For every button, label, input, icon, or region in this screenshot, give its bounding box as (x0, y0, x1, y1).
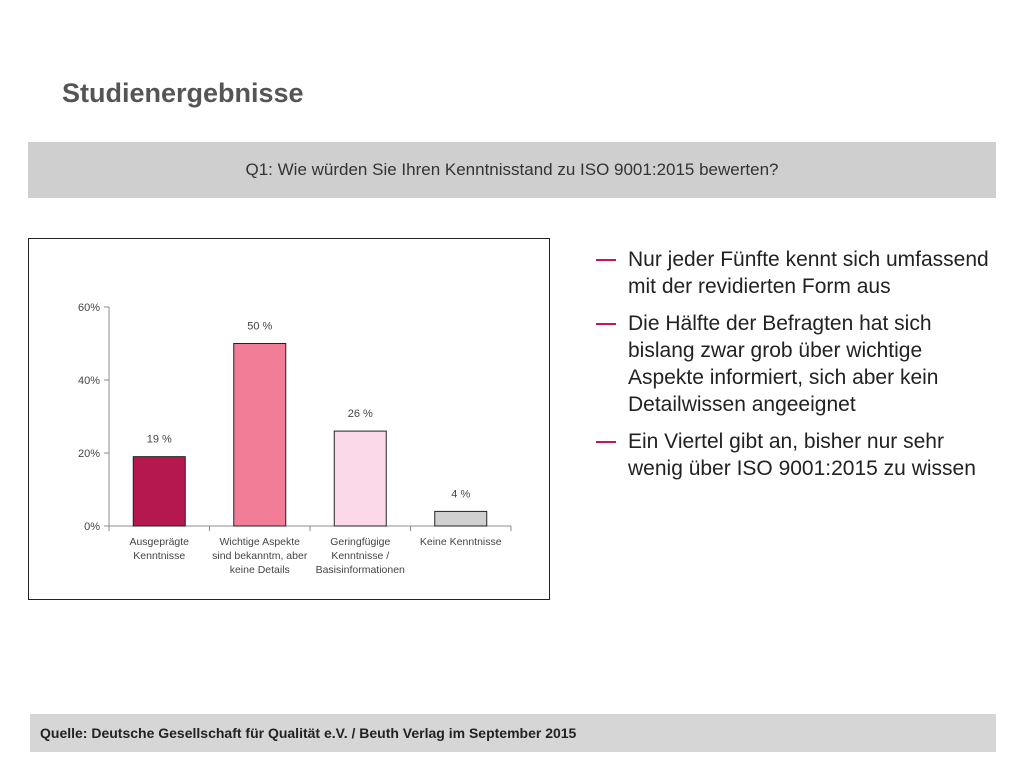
x-category-label: keine Details (230, 564, 290, 576)
bar (233, 343, 287, 527)
x-category-label: Basisinformationen (316, 564, 405, 576)
question-text: Q1: Wie würden Sie Ihren Kenntnisstand z… (245, 160, 779, 179)
bullet-dash-icon (596, 441, 616, 443)
bar (132, 456, 186, 527)
finding-item: Die Hälfte der Befragten hat sich bislan… (596, 310, 996, 418)
finding-item: Ein Viertel gibt an, bisher nur sehr wen… (596, 428, 996, 482)
x-category-label: Kenntnisse (133, 550, 185, 562)
x-category-label: Kenntnisse / (331, 550, 389, 562)
bullet-dash-icon (596, 259, 616, 261)
y-tick-label: 40% (78, 375, 100, 387)
y-tick-label: 0% (84, 521, 100, 533)
finding-text: Die Hälfte der Befragten hat sich bislan… (628, 312, 939, 416)
x-category-label: Geringfügige (330, 536, 390, 548)
bar-value-label: 50 % (247, 321, 272, 333)
x-category-label: Keine Kenntnisse (420, 536, 502, 548)
y-tick-label: 20% (78, 448, 100, 460)
source-text: Quelle: Deutsche Gesellschaft für Qualit… (40, 725, 577, 741)
y-tick-label: 60% (78, 302, 100, 314)
findings-list: Nur jeder Fünfte kennt sich umfassend mi… (596, 246, 996, 492)
bar-chart: 0% 20% 40% 60% 19 % Ausgeprägte Kenntnisse 50 %… (78, 302, 512, 576)
bar-value-label: 19 % (147, 434, 172, 446)
x-category-label: sind bekanntm, aber (212, 550, 308, 562)
chart-panel: 0% 20% 40% 60% 19 % Ausgeprägte Kenntnisse 50 %… (28, 238, 550, 600)
bar (434, 510, 488, 527)
bar (333, 430, 387, 527)
bar-value-label: 26 % (348, 408, 373, 420)
bullet-dash-icon (596, 323, 616, 325)
finding-text: Ein Viertel gibt an, bisher nur sehr wen… (628, 430, 976, 480)
x-category-label: Ausgeprägte (129, 536, 189, 548)
page-title: Studienergebnisse (62, 78, 304, 108)
finding-text: Nur jeder Fünfte kennt sich umfassend mi… (628, 248, 989, 298)
x-category-label: Wichtige Aspekte (219, 536, 300, 548)
source-footer: Quelle: Deutsche Gesellschaft für Qualit… (30, 714, 996, 752)
question-banner: Q1: Wie würden Sie Ihren Kenntnisstand z… (28, 142, 996, 198)
finding-item: Nur jeder Fünfte kennt sich umfassend mi… (596, 246, 996, 300)
bar-value-label: 4 % (451, 488, 470, 500)
